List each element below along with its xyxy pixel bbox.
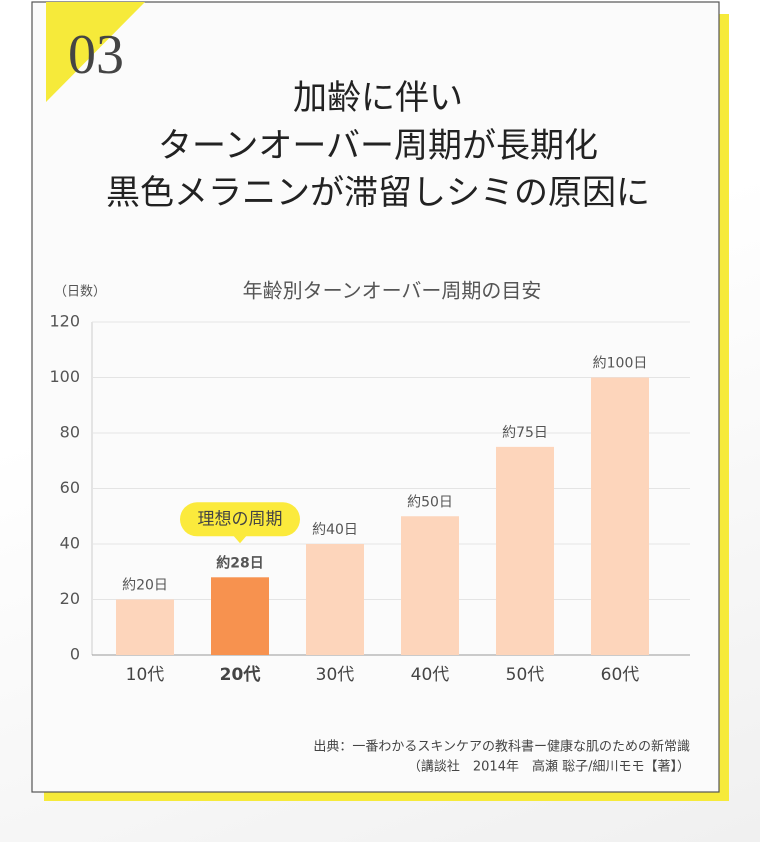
- headline-line: ターンオーバー周期が長期化: [158, 126, 598, 166]
- callout-pointer: [233, 535, 247, 544]
- badge-number: 03: [68, 24, 124, 86]
- value-label: 約100日: [593, 356, 648, 372]
- bar: [306, 544, 364, 655]
- headline-line: 黒色メラニンが滞留しシミの原因に: [106, 173, 650, 213]
- callout-text: 理想の周期: [198, 509, 283, 529]
- bar: [401, 516, 459, 655]
- y-axis-label: （日数）: [54, 285, 106, 300]
- y-tick-label: 120: [49, 312, 80, 331]
- bar: [211, 577, 269, 655]
- bar: [116, 599, 174, 655]
- x-tick-label: 20代: [220, 664, 261, 685]
- source-line: （講談社 2014年 高瀬 聡子/細川モモ【著】）: [408, 759, 690, 775]
- source-line: 出典：一番わかるスキンケアの教科書ー健康な肌のための新常識: [313, 739, 690, 755]
- value-label: 約20日: [122, 578, 168, 594]
- y-tick-label: 20: [60, 589, 80, 608]
- value-label: 約50日: [407, 494, 453, 510]
- badge-triangle: [46, 2, 145, 102]
- value-label: 約40日: [312, 522, 358, 538]
- callout-bubble: [180, 502, 300, 537]
- y-tick-label: 80: [60, 423, 80, 442]
- bar: [591, 377, 649, 655]
- x-tick-label: 10代: [126, 665, 165, 685]
- chart-title: 年齢別ターンオーバー周期の目安: [243, 279, 542, 303]
- y-tick-label: 60: [60, 478, 80, 497]
- x-tick-label: 50代: [506, 665, 545, 685]
- value-label: 約28日: [216, 554, 263, 571]
- y-tick-label: 100: [49, 367, 80, 386]
- bar: [496, 446, 554, 655]
- x-tick-label: 40代: [411, 665, 450, 685]
- y-tick-label: 0: [70, 645, 80, 664]
- x-tick-label: 30代: [316, 665, 355, 685]
- value-label: 約75日: [502, 425, 548, 441]
- x-tick-label: 60代: [601, 665, 640, 685]
- headline-line: 加齢に伴い: [293, 78, 463, 118]
- y-tick-label: 40: [60, 534, 80, 553]
